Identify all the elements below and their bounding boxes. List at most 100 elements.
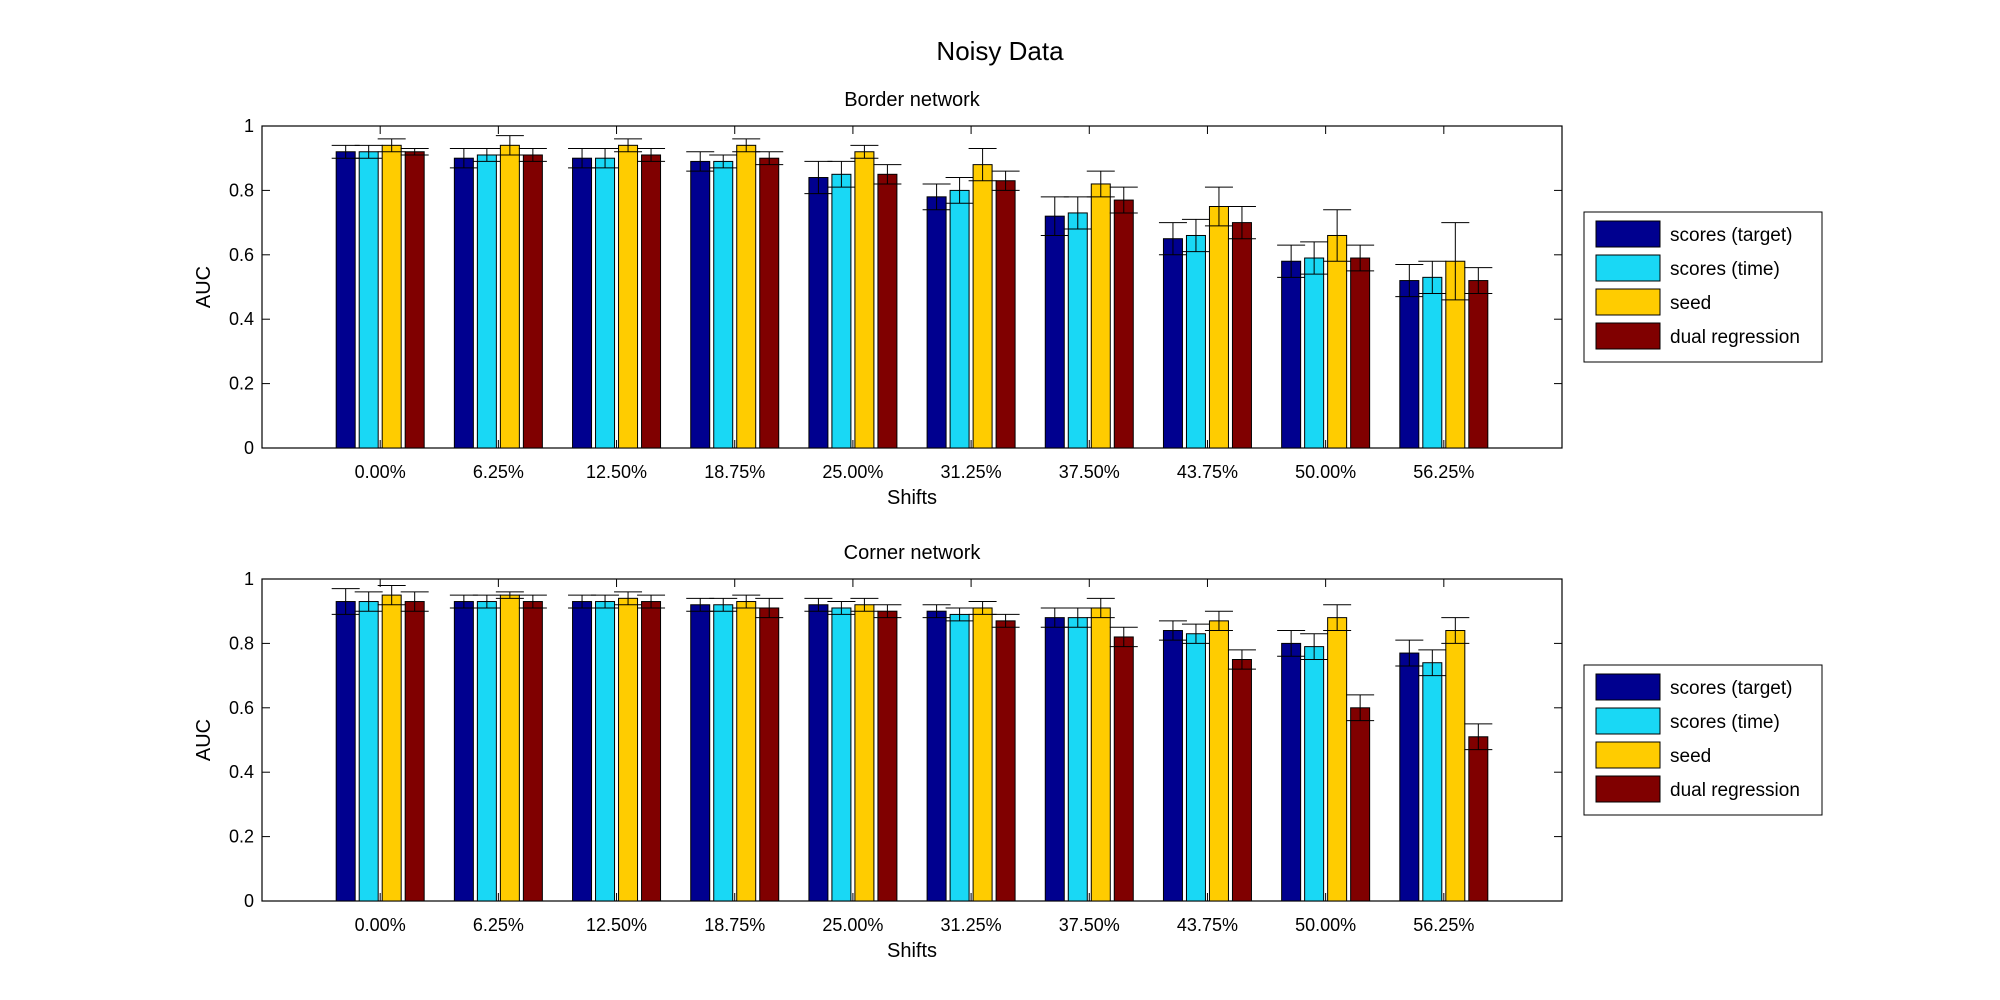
bar-seed <box>1090 607 1111 902</box>
subplot-title: Border network <box>844 89 981 111</box>
legend-swatch <box>1595 220 1661 248</box>
bar-scores-time <box>949 613 970 902</box>
x-tick-label: 18.75% <box>704 915 765 935</box>
x-tick-label: 25.00% <box>822 915 883 935</box>
y-tick-label: 0 <box>244 891 254 911</box>
bar-scores-time <box>831 607 852 902</box>
y-tick-label: 0.6 <box>229 698 254 718</box>
x-tick-label: 43.75% <box>1177 915 1238 935</box>
bar-dual-regression <box>1350 707 1371 902</box>
bar-scores-target <box>690 160 711 449</box>
x-tick-label: 18.75% <box>704 462 765 482</box>
chart-panel-1: Border network 0 0.2 0.4 0.6 0.8 1 AUC 0.00% 6.25… <box>193 89 1823 509</box>
bar-scores-time <box>1304 257 1325 449</box>
bar-scores-target <box>690 604 711 902</box>
bar-seed <box>1327 234 1348 449</box>
bar-scores-time <box>1185 234 1206 449</box>
bar-dual-regression <box>995 620 1016 902</box>
y-tick-label: 1 <box>244 116 254 136</box>
bar-seed <box>972 164 993 449</box>
bar-scores-target <box>1399 652 1420 902</box>
x-tick-label: 50.00% <box>1295 915 1356 935</box>
bar-dual-regression <box>641 601 662 902</box>
y-tick-label: 0.4 <box>229 309 254 329</box>
bar-dual-regression <box>1468 736 1489 902</box>
bar-seed <box>618 597 639 902</box>
bar-dual-regression <box>1113 199 1134 449</box>
bar-scores-target <box>808 177 829 449</box>
bar-scores-time <box>949 189 970 449</box>
bar-scores-target <box>453 601 474 902</box>
bar-dual-regression <box>404 151 425 449</box>
bar-scores-time <box>831 173 852 449</box>
chart-panel-2: Corner network 0 0.2 0.4 0.6 0.8 1 AUC 0.00% 6.25… <box>193 542 1823 962</box>
bar-seed <box>618 144 639 449</box>
bar-scores-time <box>1304 646 1325 902</box>
bar-seed <box>736 601 757 902</box>
figure-title: Noisy Data <box>936 36 1064 66</box>
bar-scores-target <box>335 151 356 449</box>
bar-scores-time <box>1067 212 1088 449</box>
bar-seed <box>1445 630 1466 902</box>
legend-swatch <box>1595 288 1661 316</box>
bar-seed <box>1208 206 1229 449</box>
bar-seed <box>381 144 402 449</box>
x-tick-label: 31.25% <box>941 462 1002 482</box>
bar-scores-time <box>476 601 497 902</box>
y-tick-label: 1 <box>244 569 254 589</box>
bar-scores-time <box>595 157 616 449</box>
x-tick-label: 0.00% <box>355 915 406 935</box>
bar-scores-time <box>713 160 734 449</box>
bar-seed <box>499 144 520 449</box>
legend-swatch <box>1595 775 1661 803</box>
y-tick-label: 0.4 <box>229 762 254 782</box>
legend: scores (target) scores (time) seed dual reg… <box>1583 664 1823 816</box>
bar-dual-regression <box>995 180 1016 449</box>
bar-scores-target <box>1281 260 1302 449</box>
y-tick-label: 0 <box>244 438 254 458</box>
plot-area <box>261 125 1563 449</box>
bar-scores-target <box>1162 238 1183 449</box>
y-axis-label: AUC <box>193 719 215 761</box>
bar-scores-time <box>1422 662 1443 902</box>
bar-scores-target <box>926 610 947 902</box>
bar-dual-regression <box>1468 280 1489 449</box>
bar-scores-target <box>572 157 593 449</box>
legend-label: scores (target) <box>1670 225 1792 246</box>
bar-seed <box>1208 620 1229 902</box>
bar-scores-target <box>808 604 829 902</box>
y-tick-label: 0.2 <box>229 827 254 847</box>
bar-seed <box>1327 617 1348 902</box>
x-tick-label: 50.00% <box>1295 462 1356 482</box>
bar-scores-time <box>1422 276 1443 449</box>
x-axis-label: Shifts <box>887 940 937 962</box>
bar-scores-target <box>926 196 947 449</box>
x-tick-label: 6.25% <box>473 915 524 935</box>
x-tick-label: 12.50% <box>586 462 647 482</box>
bar-dual-regression <box>1113 636 1134 902</box>
bar-scores-target <box>1044 617 1065 902</box>
legend-swatch <box>1595 707 1661 735</box>
x-tick-label: 12.50% <box>586 915 647 935</box>
bar-scores-time <box>358 601 379 902</box>
x-tick-label: 25.00% <box>822 462 883 482</box>
bar-scores-target <box>1399 280 1420 449</box>
x-tick-label: 6.25% <box>473 462 524 482</box>
x-tick-label: 0.00% <box>355 462 406 482</box>
bar-scores-time <box>1185 633 1206 902</box>
bar-scores-target <box>572 601 593 902</box>
y-tick-label: 0.8 <box>229 180 254 200</box>
subplot-title: Corner network <box>844 542 982 564</box>
legend-swatch <box>1595 254 1661 282</box>
x-tick-label: 56.25% <box>1413 915 1474 935</box>
legend-label: dual regression <box>1670 780 1800 801</box>
x-tick-label: 37.50% <box>1059 462 1120 482</box>
bar-seed <box>854 604 875 902</box>
bar-dual-regression <box>1350 257 1371 449</box>
bar-dual-regression <box>759 607 780 902</box>
bar-seed <box>499 594 520 902</box>
bar-seed <box>736 144 757 449</box>
bar-scores-time <box>713 604 734 902</box>
bar-scores-target <box>1281 642 1302 902</box>
